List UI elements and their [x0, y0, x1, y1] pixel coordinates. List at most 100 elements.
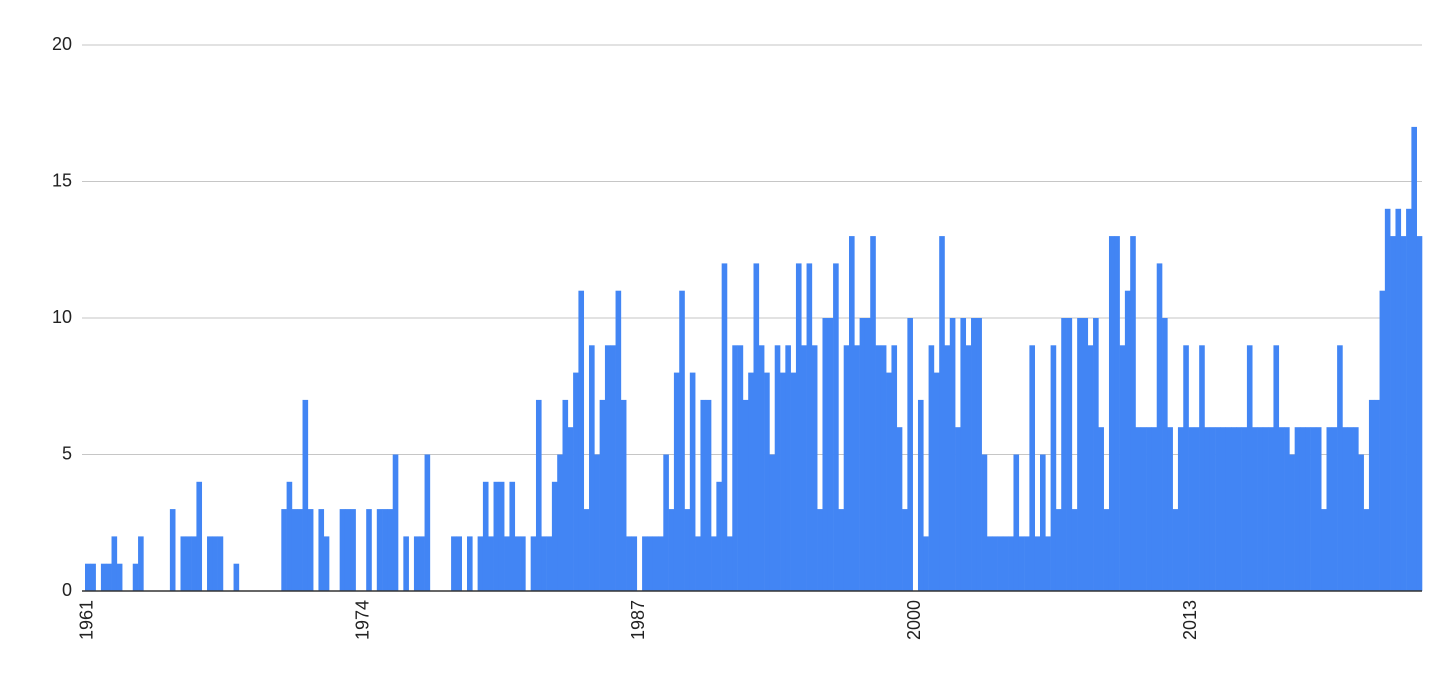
bar: [817, 509, 823, 591]
bar: [939, 236, 945, 591]
bar: [1140, 427, 1147, 591]
bar: [339, 509, 346, 591]
bar: [827, 318, 834, 591]
bar: [1103, 509, 1110, 591]
bar: [1347, 427, 1354, 591]
bar: [1167, 427, 1173, 591]
x-tick-label: 2000: [904, 600, 924, 640]
bar: [1188, 427, 1195, 591]
bar: [620, 399, 627, 591]
bar: [467, 536, 473, 591]
bar: [1183, 345, 1189, 591]
bar: [716, 481, 722, 591]
bar: [1209, 427, 1216, 591]
bar: [1204, 427, 1211, 591]
bar: [1299, 427, 1306, 591]
bar: [1199, 345, 1205, 591]
y-tick-label: 10: [52, 307, 72, 327]
bar: [705, 399, 712, 591]
bar: [742, 399, 749, 591]
bar: [981, 454, 988, 591]
bar: [886, 372, 892, 591]
bar: [769, 454, 776, 591]
bar: [1172, 509, 1179, 591]
bar: [1082, 318, 1089, 591]
bar: [1146, 427, 1152, 591]
bar: [684, 509, 691, 591]
bar: [138, 536, 144, 591]
bar: [1342, 427, 1349, 591]
bar: [562, 399, 569, 591]
bar: [928, 345, 935, 591]
bar: [1045, 536, 1051, 591]
bar: [1087, 345, 1094, 591]
bar: [1066, 318, 1073, 591]
bar: [1008, 536, 1014, 591]
bar: [1013, 454, 1020, 591]
bar: [764, 372, 770, 591]
bar: [567, 427, 574, 591]
bar: [1098, 427, 1104, 591]
bar: [642, 536, 648, 591]
bar: [350, 509, 356, 591]
bar: [726, 536, 733, 591]
bar: [695, 536, 701, 591]
bar: [1130, 236, 1136, 591]
bar: [578, 290, 585, 591]
bar: [509, 481, 516, 591]
bar: [169, 509, 176, 591]
bar: [1363, 509, 1370, 591]
bar: [960, 318, 967, 591]
bar: [366, 509, 372, 591]
bar: [610, 345, 616, 591]
bar: [477, 536, 484, 591]
bar: [668, 509, 675, 591]
bar: [1395, 208, 1402, 592]
bar: [286, 481, 293, 591]
bar: [191, 536, 197, 591]
bar: [1262, 427, 1269, 591]
bar: [180, 536, 187, 591]
bar: [870, 236, 876, 591]
bar: [344, 509, 351, 591]
bar: [573, 372, 579, 591]
bar: [801, 345, 807, 591]
bar: [1400, 236, 1407, 591]
bar: [520, 536, 526, 591]
bar: [1289, 454, 1295, 591]
bar: [196, 481, 203, 591]
y-tick-label: 0: [62, 580, 72, 600]
bar: [1034, 536, 1041, 591]
bar: [859, 318, 866, 591]
bar: [1002, 536, 1009, 591]
bar: [1294, 427, 1301, 591]
bar: [753, 263, 760, 591]
bar: [780, 372, 786, 591]
bar: [673, 372, 680, 591]
bar: [382, 509, 388, 591]
bar: [976, 318, 982, 591]
bar: [90, 563, 96, 591]
bar: [1231, 427, 1237, 591]
bar: [1156, 263, 1163, 591]
bar: [541, 536, 547, 591]
bar: [833, 263, 839, 591]
bar: [85, 563, 91, 591]
bar: [1077, 318, 1083, 591]
bar: [737, 345, 744, 591]
bar: [589, 345, 595, 591]
bar: [1353, 427, 1359, 591]
bar: [1193, 427, 1200, 591]
bar: [711, 536, 717, 591]
bar: [1071, 509, 1078, 591]
bar: [387, 509, 394, 591]
bar: [1268, 427, 1274, 591]
bar: [1114, 236, 1120, 591]
bar: [530, 536, 537, 591]
bar: [1236, 427, 1242, 591]
bar: [626, 536, 632, 591]
bar: [1119, 345, 1126, 591]
bar: [302, 399, 309, 591]
bar: [700, 399, 707, 591]
bar: [1337, 345, 1343, 591]
